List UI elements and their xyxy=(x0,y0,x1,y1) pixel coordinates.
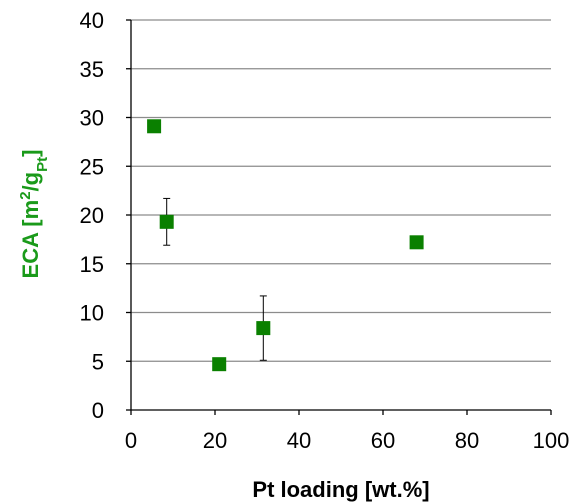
y-axis-title-sub: Pt xyxy=(34,157,51,172)
x-tick-labels: 0 20 40 60 80 100 xyxy=(125,428,569,453)
y-axis-title: ECA [m2/gPt] xyxy=(17,150,51,279)
data-point-3 xyxy=(256,321,271,336)
y-tick-label-5: 5 xyxy=(92,349,104,374)
data-point-2 xyxy=(212,357,227,372)
y-axis-title-mid: /g xyxy=(18,172,43,192)
y-tick-label-35: 35 xyxy=(80,57,104,82)
x-tick-label-60: 60 xyxy=(371,428,395,453)
y-tick-label-40: 40 xyxy=(80,8,104,33)
y-tick-label-20: 20 xyxy=(80,203,104,228)
y-tick-label-0: 0 xyxy=(92,398,104,423)
y-tick-labels: 0 5 10 15 20 25 30 35 40 xyxy=(80,8,104,423)
y-axis-title-sup: 2 xyxy=(17,191,34,199)
data-point-1 xyxy=(159,214,174,229)
data-point-4 xyxy=(409,235,424,250)
y-tick-label-30: 30 xyxy=(80,106,104,131)
gridlines xyxy=(131,19,551,362)
axes xyxy=(126,19,552,415)
data-point-0 xyxy=(147,119,162,134)
x-tick-label-0: 0 xyxy=(125,428,137,453)
y-tick-label-25: 25 xyxy=(80,154,104,179)
x-tick-label-20: 20 xyxy=(203,428,227,453)
x-tick-label-40: 40 xyxy=(287,428,311,453)
y-tick-label-15: 15 xyxy=(80,252,104,277)
data-points xyxy=(147,119,424,372)
x-tick-label-100: 100 xyxy=(533,428,570,453)
y-axis-title-suffix: ] xyxy=(18,150,43,157)
error-bars xyxy=(150,121,421,367)
y-tick-label-10: 10 xyxy=(80,301,104,326)
y-axis-title-prefix: ECA [m xyxy=(18,200,43,279)
x-axis-title: Pt loading [wt.%] xyxy=(252,477,429,502)
x-tick-label-80: 80 xyxy=(455,428,479,453)
